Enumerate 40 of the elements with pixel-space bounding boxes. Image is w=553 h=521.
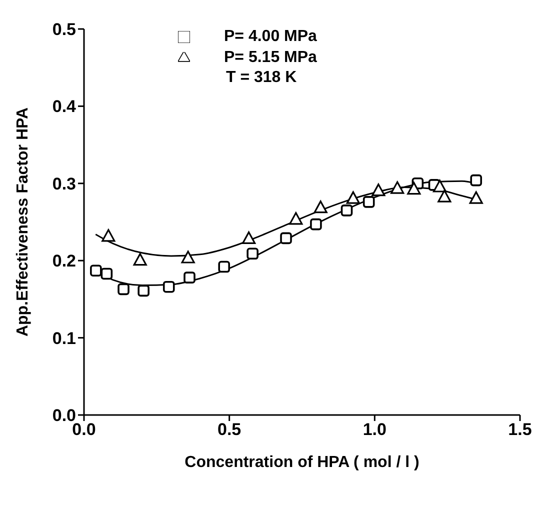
point	[218, 260, 230, 273]
point	[138, 284, 150, 297]
point	[242, 231, 256, 244]
point	[181, 250, 195, 264]
point	[470, 174, 482, 186]
point	[432, 180, 447, 192]
y-tick-label: 0.2	[52, 252, 76, 271]
point	[280, 232, 292, 244]
y-tick-label: 0.3	[52, 174, 76, 194]
y-tick-label: 0.5	[52, 20, 76, 40]
y-tick-label: 0.4	[52, 97, 77, 116]
x-tick-label: 0.0	[72, 420, 96, 440]
legend-label: P= 5.15 MPa	[224, 49, 317, 66]
y-tick-label: 0.1	[52, 328, 76, 348]
point	[90, 264, 102, 277]
x-tick-label: 1.0	[362, 420, 386, 440]
point	[362, 196, 375, 208]
legend-label: P= 4.00 MPa	[224, 28, 317, 45]
point	[102, 229, 116, 242]
point	[314, 200, 328, 214]
x-tick-label: 0.5	[218, 420, 242, 440]
point	[310, 218, 322, 230]
point	[184, 272, 196, 284]
point	[438, 190, 452, 202]
y-axis-title: App.Effectiveness Factor HPA	[14, 107, 32, 337]
point	[469, 191, 483, 204]
point	[100, 268, 113, 280]
point	[390, 181, 404, 194]
point	[372, 184, 386, 196]
x-axis-title: Concentration of HPA ( mol / l )	[184, 454, 420, 471]
point	[133, 253, 147, 266]
point	[118, 283, 130, 296]
point	[346, 191, 360, 204]
point	[289, 212, 303, 225]
x-tick-label: 1.5	[508, 420, 532, 440]
point	[246, 248, 258, 260]
point	[340, 204, 353, 216]
point	[407, 182, 421, 195]
point	[162, 280, 175, 293]
annotation: T = 318 K	[226, 69, 297, 87]
